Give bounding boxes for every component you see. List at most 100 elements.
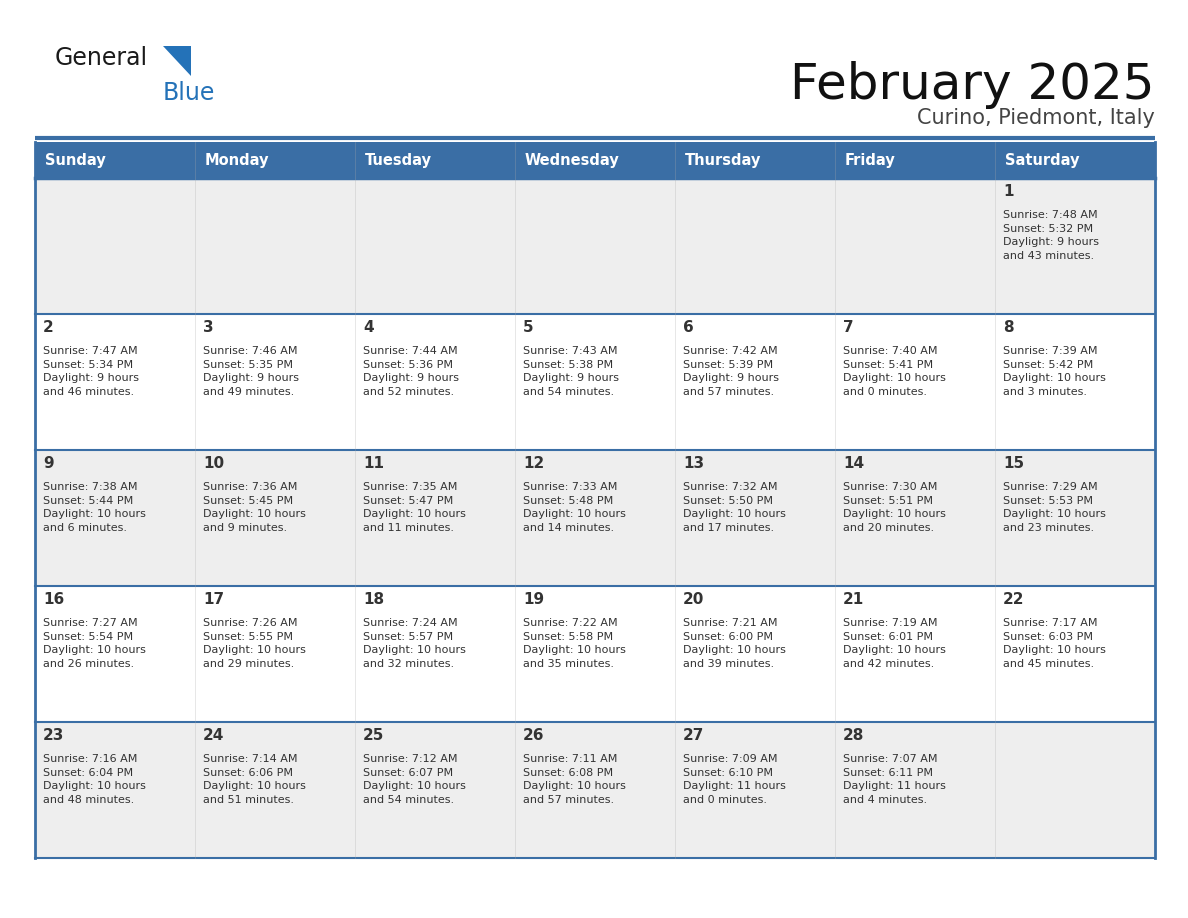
Bar [996, 722, 1155, 858]
Text: 4: 4 [364, 320, 373, 335]
Bar [195, 142, 355, 178]
Text: Sunrise: 7:19 AM
Sunset: 6:01 PM
Daylight: 10 hours
and 42 minutes.: Sunrise: 7:19 AM Sunset: 6:01 PM Dayligh… [843, 618, 946, 669]
Text: 20: 20 [683, 592, 704, 608]
Text: Sunrise: 7:30 AM
Sunset: 5:51 PM
Daylight: 10 hours
and 20 minutes.: Sunrise: 7:30 AM Sunset: 5:51 PM Dayligh… [843, 482, 946, 532]
Text: 1: 1 [1003, 185, 1013, 199]
Polygon shape [163, 46, 191, 76]
Text: Sunday: Sunday [45, 152, 106, 167]
Text: Sunrise: 7:47 AM
Sunset: 5:34 PM
Daylight: 9 hours
and 46 minutes.: Sunrise: 7:47 AM Sunset: 5:34 PM Dayligh… [43, 346, 139, 397]
Bar [355, 142, 516, 178]
Bar [516, 586, 675, 722]
Bar [34, 722, 195, 858]
Text: Wednesday: Wednesday [525, 152, 620, 167]
Bar [355, 178, 516, 314]
Text: 27: 27 [683, 729, 704, 744]
Bar [675, 450, 835, 586]
Text: 13: 13 [683, 456, 704, 472]
Text: 25: 25 [364, 729, 385, 744]
Bar [835, 586, 996, 722]
Bar [34, 178, 195, 314]
Text: Sunrise: 7:16 AM
Sunset: 6:04 PM
Daylight: 10 hours
and 48 minutes.: Sunrise: 7:16 AM Sunset: 6:04 PM Dayligh… [43, 754, 146, 805]
Bar [355, 586, 516, 722]
Text: Curino, Piedmont, Italy: Curino, Piedmont, Italy [917, 108, 1155, 128]
Text: Sunrise: 7:22 AM
Sunset: 5:58 PM
Daylight: 10 hours
and 35 minutes.: Sunrise: 7:22 AM Sunset: 5:58 PM Dayligh… [523, 618, 626, 669]
Bar [34, 586, 195, 722]
Bar [516, 178, 675, 314]
Text: Sunrise: 7:14 AM
Sunset: 6:06 PM
Daylight: 10 hours
and 51 minutes.: Sunrise: 7:14 AM Sunset: 6:06 PM Dayligh… [203, 754, 305, 805]
Text: Sunrise: 7:35 AM
Sunset: 5:47 PM
Daylight: 10 hours
and 11 minutes.: Sunrise: 7:35 AM Sunset: 5:47 PM Dayligh… [364, 482, 466, 532]
Text: 9: 9 [43, 456, 53, 472]
Text: Friday: Friday [845, 152, 896, 167]
Bar [195, 586, 355, 722]
Bar [516, 722, 675, 858]
Text: Sunrise: 7:44 AM
Sunset: 5:36 PM
Daylight: 9 hours
and 52 minutes.: Sunrise: 7:44 AM Sunset: 5:36 PM Dayligh… [364, 346, 459, 397]
Text: 15: 15 [1003, 456, 1024, 472]
Text: Sunrise: 7:21 AM
Sunset: 6:00 PM
Daylight: 10 hours
and 39 minutes.: Sunrise: 7:21 AM Sunset: 6:00 PM Dayligh… [683, 618, 786, 669]
Text: Sunrise: 7:12 AM
Sunset: 6:07 PM
Daylight: 10 hours
and 54 minutes.: Sunrise: 7:12 AM Sunset: 6:07 PM Dayligh… [364, 754, 466, 805]
Text: 3: 3 [203, 320, 214, 335]
Bar [835, 450, 996, 586]
Text: 26: 26 [523, 729, 544, 744]
Bar [996, 142, 1155, 178]
Bar [835, 178, 996, 314]
Bar [195, 722, 355, 858]
Text: 14: 14 [843, 456, 864, 472]
Bar [516, 142, 675, 178]
Text: 24: 24 [203, 729, 225, 744]
Text: Sunrise: 7:33 AM
Sunset: 5:48 PM
Daylight: 10 hours
and 14 minutes.: Sunrise: 7:33 AM Sunset: 5:48 PM Dayligh… [523, 482, 626, 532]
Bar [835, 142, 996, 178]
Text: Sunrise: 7:09 AM
Sunset: 6:10 PM
Daylight: 11 hours
and 0 minutes.: Sunrise: 7:09 AM Sunset: 6:10 PM Dayligh… [683, 754, 786, 805]
Bar [835, 314, 996, 450]
Bar [355, 450, 516, 586]
Text: General: General [55, 46, 148, 70]
Text: 8: 8 [1003, 320, 1013, 335]
Text: Sunrise: 7:46 AM
Sunset: 5:35 PM
Daylight: 9 hours
and 49 minutes.: Sunrise: 7:46 AM Sunset: 5:35 PM Dayligh… [203, 346, 299, 397]
Bar [675, 314, 835, 450]
Text: 16: 16 [43, 592, 64, 608]
Text: Saturday: Saturday [1005, 152, 1080, 167]
Bar [516, 450, 675, 586]
Text: Sunrise: 7:39 AM
Sunset: 5:42 PM
Daylight: 10 hours
and 3 minutes.: Sunrise: 7:39 AM Sunset: 5:42 PM Dayligh… [1003, 346, 1106, 397]
Bar [355, 722, 516, 858]
Bar [675, 722, 835, 858]
Bar [675, 142, 835, 178]
Text: 6: 6 [683, 320, 694, 335]
Text: Sunrise: 7:36 AM
Sunset: 5:45 PM
Daylight: 10 hours
and 9 minutes.: Sunrise: 7:36 AM Sunset: 5:45 PM Dayligh… [203, 482, 305, 532]
Text: Sunrise: 7:26 AM
Sunset: 5:55 PM
Daylight: 10 hours
and 29 minutes.: Sunrise: 7:26 AM Sunset: 5:55 PM Dayligh… [203, 618, 305, 669]
Bar [675, 586, 835, 722]
Bar [34, 450, 195, 586]
Text: Sunrise: 7:38 AM
Sunset: 5:44 PM
Daylight: 10 hours
and 6 minutes.: Sunrise: 7:38 AM Sunset: 5:44 PM Dayligh… [43, 482, 146, 532]
Text: Sunrise: 7:07 AM
Sunset: 6:11 PM
Daylight: 11 hours
and 4 minutes.: Sunrise: 7:07 AM Sunset: 6:11 PM Dayligh… [843, 754, 946, 805]
Text: 5: 5 [523, 320, 533, 335]
Text: February 2025: February 2025 [790, 61, 1155, 109]
Text: 21: 21 [843, 592, 864, 608]
Text: Sunrise: 7:48 AM
Sunset: 5:32 PM
Daylight: 9 hours
and 43 minutes.: Sunrise: 7:48 AM Sunset: 5:32 PM Dayligh… [1003, 210, 1099, 261]
Bar [996, 178, 1155, 314]
Bar [996, 450, 1155, 586]
Text: 18: 18 [364, 592, 384, 608]
Text: Sunrise: 7:29 AM
Sunset: 5:53 PM
Daylight: 10 hours
and 23 minutes.: Sunrise: 7:29 AM Sunset: 5:53 PM Dayligh… [1003, 482, 1106, 532]
Bar [355, 314, 516, 450]
Text: Monday: Monday [206, 152, 270, 167]
Text: 2: 2 [43, 320, 53, 335]
Bar [996, 586, 1155, 722]
Text: Blue: Blue [163, 81, 215, 105]
Text: Sunrise: 7:40 AM
Sunset: 5:41 PM
Daylight: 10 hours
and 0 minutes.: Sunrise: 7:40 AM Sunset: 5:41 PM Dayligh… [843, 346, 946, 397]
Text: Sunrise: 7:43 AM
Sunset: 5:38 PM
Daylight: 9 hours
and 54 minutes.: Sunrise: 7:43 AM Sunset: 5:38 PM Dayligh… [523, 346, 619, 397]
Bar [34, 142, 195, 178]
Text: 7: 7 [843, 320, 854, 335]
Bar [516, 314, 675, 450]
Text: 28: 28 [843, 729, 865, 744]
Text: Tuesday: Tuesday [365, 152, 432, 167]
Bar [34, 314, 195, 450]
Text: Sunrise: 7:24 AM
Sunset: 5:57 PM
Daylight: 10 hours
and 32 minutes.: Sunrise: 7:24 AM Sunset: 5:57 PM Dayligh… [364, 618, 466, 669]
Text: 11: 11 [364, 456, 384, 472]
Text: 10: 10 [203, 456, 225, 472]
Text: Thursday: Thursday [685, 152, 762, 167]
Text: Sunrise: 7:32 AM
Sunset: 5:50 PM
Daylight: 10 hours
and 17 minutes.: Sunrise: 7:32 AM Sunset: 5:50 PM Dayligh… [683, 482, 786, 532]
Text: 12: 12 [523, 456, 544, 472]
Text: Sunrise: 7:42 AM
Sunset: 5:39 PM
Daylight: 9 hours
and 57 minutes.: Sunrise: 7:42 AM Sunset: 5:39 PM Dayligh… [683, 346, 779, 397]
Bar [675, 178, 835, 314]
Text: Sunrise: 7:11 AM
Sunset: 6:08 PM
Daylight: 10 hours
and 57 minutes.: Sunrise: 7:11 AM Sunset: 6:08 PM Dayligh… [523, 754, 626, 805]
Text: Sunrise: 7:17 AM
Sunset: 6:03 PM
Daylight: 10 hours
and 45 minutes.: Sunrise: 7:17 AM Sunset: 6:03 PM Dayligh… [1003, 618, 1106, 669]
